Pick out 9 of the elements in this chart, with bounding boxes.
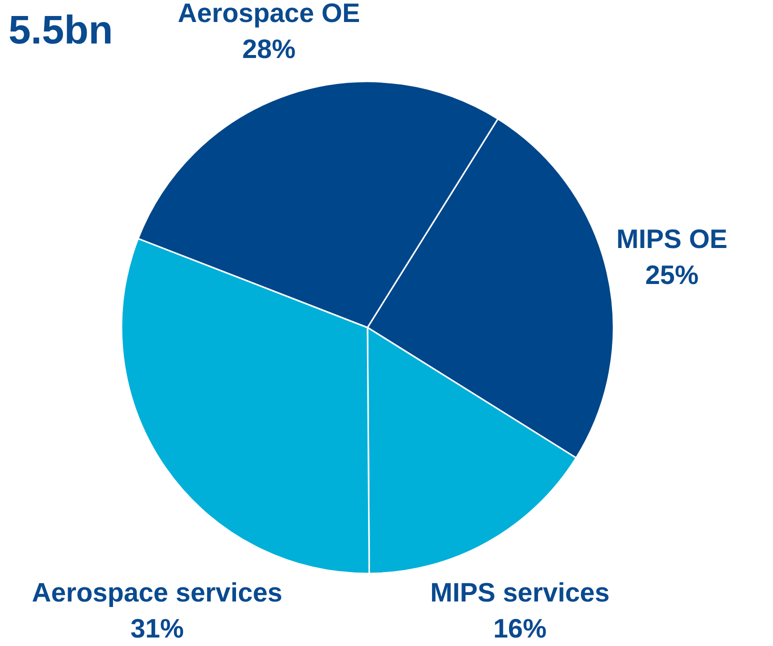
data-label: 31% <box>130 614 184 644</box>
slice-label: MIPS services <box>430 578 610 608</box>
slice-label: MIPS OE <box>616 224 728 254</box>
data-label: 16% <box>493 614 547 644</box>
data-label: 28% <box>242 34 296 64</box>
chart-title: 5.5bn <box>8 8 113 52</box>
slice-label: Aerospace services <box>32 578 282 608</box>
slice-label: Aerospace OE <box>178 0 360 28</box>
data-label: 25% <box>645 260 699 290</box>
